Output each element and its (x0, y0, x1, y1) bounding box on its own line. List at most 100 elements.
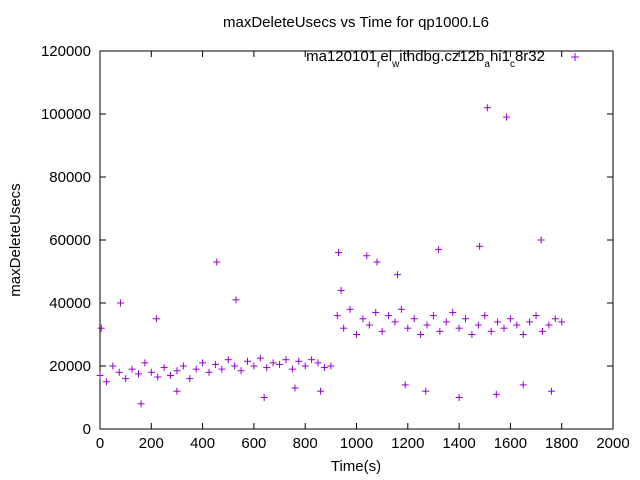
legend-label: ma120101relwithdbg.cz12bahi1c8r32 (306, 48, 545, 70)
data-point (232, 296, 240, 304)
data-point (117, 299, 125, 307)
data-point (455, 394, 463, 401)
y-axis-label: maxDeleteUsecs (7, 183, 24, 296)
data-point (500, 324, 508, 332)
x-tick-label: 1800 (545, 435, 578, 452)
x-tick-label: 200 (139, 435, 164, 452)
data-point (260, 394, 268, 401)
data-point (468, 331, 476, 338)
data-point (282, 356, 290, 364)
data-point (547, 387, 555, 395)
data-point (141, 359, 149, 367)
data-point (128, 365, 136, 373)
data-point (102, 378, 110, 386)
x-tick-label: 800 (293, 435, 318, 452)
data-point (237, 367, 245, 375)
data-point (519, 331, 527, 338)
y-tick-label: 100000 (41, 106, 91, 123)
data-point (314, 359, 322, 367)
data-point (243, 357, 251, 365)
data-point (218, 365, 226, 373)
data-point (435, 245, 443, 253)
legend-label-part: ithdbg.cz12b (399, 48, 484, 65)
data-point (558, 318, 566, 326)
data-point (295, 357, 303, 365)
legend-label-part: hi1 (490, 48, 510, 65)
data-point (199, 359, 207, 367)
data-point (537, 236, 545, 244)
x-tick-label: 1600 (494, 435, 527, 452)
data-point (335, 249, 343, 257)
data-point (291, 384, 299, 392)
data-point (378, 327, 386, 335)
data-point (97, 324, 105, 332)
data-point (506, 315, 514, 323)
data-point (494, 318, 502, 326)
data-point (442, 318, 450, 326)
data-point (394, 271, 402, 279)
data-point (481, 312, 489, 320)
data-point (545, 321, 553, 329)
data-point (346, 305, 354, 313)
x-tick-label: 1400 (442, 435, 475, 452)
data-point (317, 387, 325, 395)
x-tick-label: 1000 (340, 435, 373, 452)
y-tick-label: 60000 (49, 232, 91, 249)
x-tick-label: 1200 (391, 435, 424, 452)
data-point (320, 364, 328, 372)
data-point (333, 312, 341, 320)
data-point (373, 258, 381, 266)
data-point (160, 364, 168, 372)
x-tick-label: 600 (241, 435, 266, 452)
legend-label-part: w (391, 59, 400, 70)
data-point (109, 362, 117, 370)
data-point (487, 327, 495, 335)
legend-marker (571, 53, 579, 61)
legend-label-part: ma120101 (306, 48, 377, 65)
data-point (526, 318, 534, 326)
data-point (513, 321, 521, 329)
data-point (353, 331, 360, 338)
legend-label-part: a (484, 59, 490, 70)
data-point (147, 368, 155, 376)
data-point (538, 327, 546, 335)
x-tick-label: 0 (96, 435, 104, 452)
data-point (372, 308, 380, 316)
data-point (397, 305, 405, 313)
data-point (205, 368, 213, 376)
data-point (122, 375, 130, 383)
data-point (340, 324, 348, 332)
y-tick-label: 0 (83, 421, 91, 438)
legend: ma120101relwithdbg.cz12bahi1c8r32 (306, 48, 579, 70)
legend-label-part: 8r32 (515, 48, 545, 65)
data-point (363, 252, 371, 260)
data-point (224, 356, 232, 364)
data-point (134, 370, 142, 378)
data-point (308, 356, 316, 364)
data-point (269, 359, 277, 367)
data-point (263, 364, 271, 372)
data-point (276, 360, 284, 368)
data-point (551, 315, 559, 323)
data-point (115, 368, 123, 376)
data-point (211, 360, 219, 368)
x-axis-label: Time(s) (331, 458, 381, 475)
legend-label-part: r (377, 59, 381, 70)
y-tick-label: 120000 (41, 43, 91, 60)
data-point (404, 324, 412, 332)
data-point (483, 104, 491, 112)
data-point (429, 312, 437, 320)
y-axis: 0 20000 40000 60000 80000 100000 120000 (41, 43, 613, 438)
data-point (462, 315, 470, 323)
data-point (401, 381, 409, 389)
data-point (231, 362, 239, 370)
data-point (455, 324, 463, 332)
y-tick-label: 80000 (49, 169, 91, 186)
data-point (137, 400, 145, 408)
data-point (359, 315, 367, 323)
data-points (96, 104, 566, 408)
data-point (436, 327, 444, 335)
y-tick-label: 20000 (49, 358, 91, 375)
data-point (503, 113, 511, 121)
data-point (337, 286, 345, 294)
